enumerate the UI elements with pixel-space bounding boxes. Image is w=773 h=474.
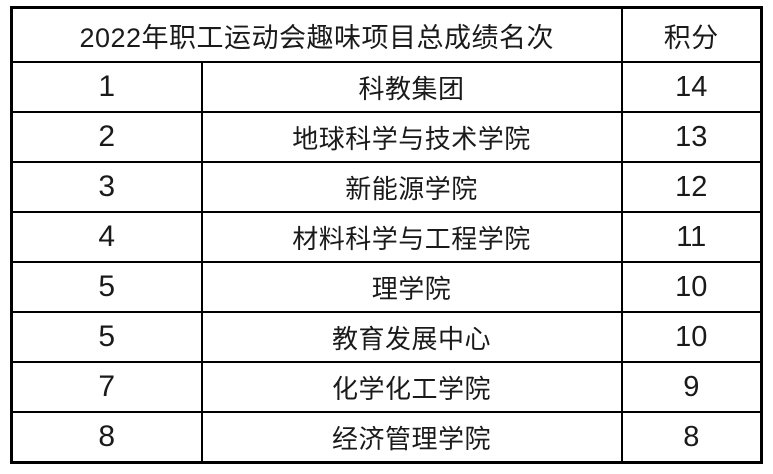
cell-score: 13 [620,111,763,163]
cell-rank: 1 [10,61,203,113]
cell-score: 10 [620,261,763,313]
cell-score: 14 [620,61,763,113]
cell-score: 12 [620,161,763,213]
table-header-score: 积分 [620,6,763,63]
table-row: 4 材料科学与工程学院 11 [10,211,763,263]
table-body: 1 科教集团 14 2 地球科学与技术学院 13 3 新能源学院 12 4 材料科学与工程学院 11 5… [10,61,763,464]
cell-rank: 3 [10,161,203,213]
cell-score: 10 [620,311,763,363]
cell-name: 地球科学与技术学院 [200,111,623,163]
cell-score: 11 [620,211,763,263]
table-row: 7 化学化工学院 9 [10,361,763,413]
table-row: 2 地球科学与技术学院 13 [10,111,763,163]
results-table: 2022年职工运动会趣味项目总成绩名次 积分 1 科教集团 14 2 地球科学与技术学院… [10,6,764,464]
table-header-row: 2022年职工运动会趣味项目总成绩名次 积分 [10,6,763,63]
cell-score: 9 [620,361,763,413]
table-row: 5 教育发展中心 10 [10,311,763,363]
cell-score: 8 [620,411,763,464]
cell-name: 教育发展中心 [200,311,623,363]
cell-name: 理学院 [200,261,623,313]
table-row: 3 新能源学院 12 [10,161,763,213]
table-row: 8 经济管理学院 8 [10,411,763,464]
cell-name: 科教集团 [200,61,623,113]
cell-name: 材料科学与工程学院 [200,211,623,263]
cell-rank: 4 [10,211,203,263]
cell-name: 经济管理学院 [200,411,623,464]
cell-rank: 2 [10,111,203,163]
cell-name: 新能源学院 [200,161,623,213]
cell-rank: 7 [10,361,203,413]
table-row: 1 科教集团 14 [10,61,763,113]
cell-rank: 8 [10,411,203,464]
cell-rank: 5 [10,261,203,313]
table-row: 5 理学院 10 [10,261,763,313]
cell-name: 化学化工学院 [200,361,623,413]
cell-rank: 5 [10,311,203,363]
table-header-title: 2022年职工运动会趣味项目总成绩名次 [10,6,623,63]
